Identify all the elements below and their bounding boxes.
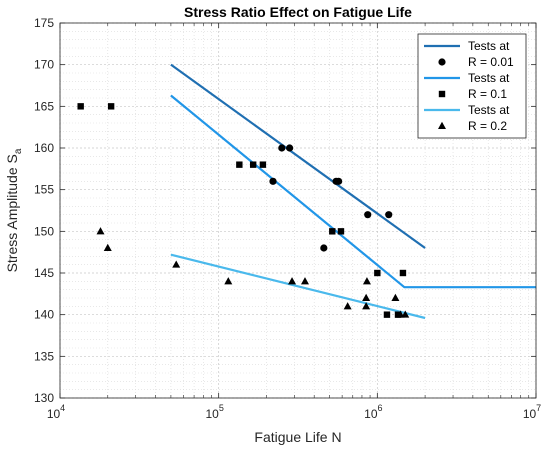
y-tick-label: 160 <box>34 141 54 155</box>
y-tick-labels: 130 135 140 145 150 155 160 165 170 175 <box>34 16 54 405</box>
legend-marker-circle <box>438 58 446 66</box>
x-tick-exponent: 5 <box>219 403 224 413</box>
data-point-circle <box>364 211 372 219</box>
data-point-circle <box>286 144 294 152</box>
x-tick-label: 105 <box>205 403 223 421</box>
data-point-triangle <box>224 277 233 285</box>
data-point-square <box>337 228 345 235</box>
data-point-triangle <box>362 277 371 285</box>
data-point-circle <box>385 211 393 219</box>
data-point-triangle <box>343 302 352 310</box>
data-point-triangle <box>96 227 105 235</box>
data-point-triangle <box>391 293 400 301</box>
plot-frame <box>59 22 537 399</box>
legend-entry-label: Tests at <box>468 39 510 53</box>
fit-line <box>170 63 426 249</box>
y-tick-label: 170 <box>34 58 54 72</box>
legend-entry-label: R = 0.1 <box>468 87 507 101</box>
data-point-square <box>329 228 336 235</box>
y-axis-label-subscript: a <box>13 148 24 154</box>
x-tick-base: 10 <box>205 407 219 421</box>
data-point-square <box>236 161 243 168</box>
data-point-triangle <box>172 260 181 268</box>
data-point-triangle <box>362 302 371 310</box>
x-tick-labels: 104 105 106 107 <box>47 403 541 421</box>
data-point-square <box>374 269 381 277</box>
data-point-circle <box>334 177 343 185</box>
fit-line <box>170 94 536 289</box>
data-markers <box>77 103 410 318</box>
fit-line <box>170 253 426 320</box>
data-point-triangle <box>288 277 297 285</box>
legend-marker-triangle <box>438 121 446 129</box>
data-point-square <box>107 103 115 110</box>
y-axis-label-main: Stress Amplitude S <box>4 154 20 272</box>
data-point-square <box>399 269 407 277</box>
data-point-square <box>77 103 84 110</box>
y-tick-label: 145 <box>34 266 54 280</box>
x-tick-base: 10 <box>523 407 537 421</box>
y-tick-label: 150 <box>34 224 54 238</box>
y-tick-label: 175 <box>34 16 54 30</box>
y-tick-label: 140 <box>34 308 54 322</box>
axis-ticks <box>59 22 537 399</box>
x-axis-label: Fatigue Life N <box>254 429 341 445</box>
data-point-triangle <box>103 243 112 251</box>
x-tick-label: 104 <box>47 403 65 421</box>
data-point-triangle <box>300 277 309 285</box>
y-tick-label: 135 <box>34 349 54 363</box>
data-point-circle <box>320 244 328 252</box>
legend-entry-label: Tests at <box>468 103 510 117</box>
legend-entry-label: R = 0.2 <box>468 119 507 133</box>
data-point-square <box>249 161 257 168</box>
data-point-square <box>394 311 402 318</box>
legend-entry-label: R = 0.01 <box>468 55 514 69</box>
minor-grid <box>60 23 536 398</box>
legend-entry-label: Tests at <box>468 71 510 85</box>
x-tick-base: 10 <box>364 407 378 421</box>
x-tick-label: 106 <box>364 403 382 421</box>
data-point-triangle <box>362 293 371 301</box>
data-point-circle <box>278 144 286 152</box>
legend-marker-square <box>438 90 446 98</box>
legend-box <box>417 33 527 139</box>
fit-lines <box>170 63 536 320</box>
x-tick-exponent: 4 <box>60 403 65 413</box>
y-tick-label: 130 <box>34 391 54 405</box>
data-point-circle <box>269 177 277 185</box>
y-axis-label: Stress Amplitude Sa <box>4 148 24 272</box>
x-tick-exponent: 7 <box>536 403 541 413</box>
data-point-square <box>383 311 391 318</box>
y-tick-label: 155 <box>34 183 54 197</box>
y-tick-label: 165 <box>34 99 54 113</box>
data-point-square <box>259 161 267 168</box>
chart-title: Stress Ratio Effect on Fatigue Life <box>184 4 412 20</box>
x-tick-label: 107 <box>523 403 541 421</box>
legend: Tests at R = 0.01 Tests at R = 0.1 Tests at R… <box>417 33 527 139</box>
x-tick-base: 10 <box>47 407 61 421</box>
x-tick-exponent: 6 <box>378 403 383 413</box>
data-point-triangle <box>401 310 410 318</box>
